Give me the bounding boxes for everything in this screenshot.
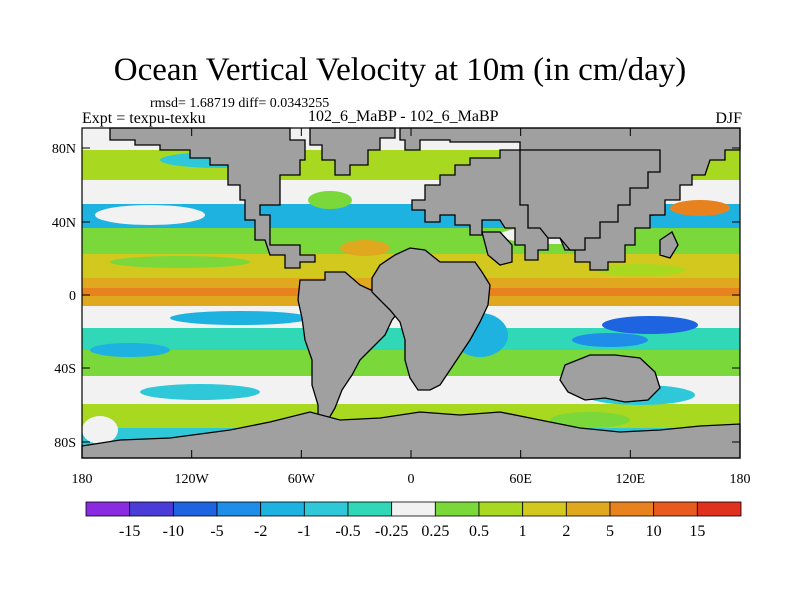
colorbar-swatch — [478, 501, 524, 517]
colorbar-label: 0.5 — [469, 523, 489, 540]
colorbar-label: -15 — [119, 523, 140, 540]
colorbar-swatch — [609, 501, 655, 517]
patch — [308, 191, 352, 209]
colorbar-label: -1 — [298, 523, 311, 540]
colorbar-swatch — [522, 501, 567, 517]
lon-tick-label: 60E — [509, 472, 532, 487]
lon-tick-label: 0 — [408, 472, 415, 487]
colorbar-swatch — [303, 501, 349, 517]
colorbar-label: 0.25 — [421, 523, 449, 540]
patch — [95, 205, 205, 225]
lat-tick-label: 0 — [69, 289, 76, 304]
colorbar-label: -0.5 — [335, 523, 360, 540]
colorbar-swatch — [391, 501, 436, 517]
colorbar-swatch — [172, 501, 218, 517]
colorbar-label: 5 — [606, 523, 614, 540]
lon-tick-label: 180 — [730, 472, 751, 487]
colorbar-label: -10 — [163, 523, 184, 540]
colorbar-swatch — [260, 501, 305, 517]
experiment-label: Expt = texpu-texku — [82, 110, 206, 127]
colorbar-label: -2 — [254, 523, 267, 540]
lat-tick-label: 40S — [54, 362, 76, 377]
patch — [602, 316, 698, 334]
colorbar-label: 2 — [562, 523, 570, 540]
patch — [595, 264, 685, 276]
colorbar-label: 15 — [689, 523, 705, 540]
colorbar-label: 10 — [646, 523, 662, 540]
season-label: DJF — [715, 110, 742, 127]
colorbar-swatch — [565, 501, 611, 517]
land-east-asia-islands — [659, 231, 679, 259]
land-australia — [559, 354, 661, 403]
colorbar-label: 1 — [519, 523, 527, 540]
land-antarctica — [81, 411, 741, 459]
patch — [82, 416, 118, 444]
patch — [670, 200, 730, 216]
land-south-america — [297, 271, 401, 427]
patch — [90, 343, 170, 357]
colorbar-swatch — [434, 501, 480, 517]
land-eurasia-east — [519, 149, 661, 251]
land-masses — [81, 127, 741, 459]
patch — [110, 256, 250, 268]
lat-tick-label: 40N — [52, 216, 76, 231]
patch — [340, 240, 390, 256]
colorbar-swatch — [347, 501, 393, 517]
lon-axis: 180 120W 60W 0 60E 120E 180 — [72, 128, 751, 487]
colorbar-label: -5 — [210, 523, 223, 540]
patch — [572, 333, 648, 347]
land-africa — [371, 247, 491, 391]
colorbar-swatch — [129, 501, 174, 517]
run-label: 102_6_MaBP - 102_6_MaBP — [308, 108, 499, 125]
land-arabia — [481, 231, 513, 266]
lat-tick-label: 80N — [52, 142, 76, 157]
colorbar-label: -0.25 — [375, 523, 408, 540]
lon-tick-label: 120W — [175, 472, 210, 487]
colorbar-swatch — [216, 501, 262, 517]
lon-tick-label: 180 — [72, 472, 93, 487]
land-north-america — [109, 127, 316, 269]
lon-tick-label: 120E — [616, 472, 646, 487]
colorbar: -15 -10 -5 -2 -1 -0.5 -0.25 0.25 0.5 1 2 5 10 15 — [85, 501, 742, 540]
land-greenland — [309, 127, 396, 176]
patch — [140, 384, 260, 400]
colorbar-swatch — [653, 501, 698, 517]
colorbar-swatch — [85, 501, 131, 517]
map-title: Ocean Vertical Velocity at 10m (in cm/da… — [113, 52, 687, 88]
patch — [170, 311, 310, 325]
patch — [550, 412, 630, 428]
lat-axis: 80N 40N 0 40S 80S — [52, 142, 740, 451]
stats-label: rmsd= 1.68719 diff= 0.0343255 — [150, 96, 330, 111]
lon-tick-label: 60W — [288, 472, 316, 487]
colorbar-swatch — [696, 501, 742, 517]
lat-tick-label: 80S — [54, 436, 76, 451]
